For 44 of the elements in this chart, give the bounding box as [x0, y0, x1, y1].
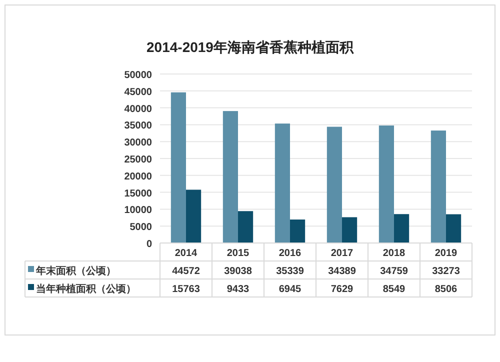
y-tick-label: 35000 [124, 120, 152, 132]
data-label: 34759 [380, 266, 408, 277]
y-tick-label: 40000 [124, 104, 152, 115]
data-label: 6945 [278, 284, 302, 295]
x-tick-label: 2014 [174, 248, 198, 259]
bar [274, 124, 290, 243]
bar [342, 217, 358, 243]
bar [290, 220, 306, 243]
y-tick-label: 15000 [124, 188, 152, 200]
y-tick-label: 5000 [130, 222, 152, 234]
bar [430, 130, 446, 243]
bar [394, 214, 410, 243]
data-label: 35339 [276, 266, 304, 277]
x-tick-label: 2015 [226, 248, 250, 259]
data-label: 8549 [382, 284, 406, 295]
data-label: 33273 [432, 266, 460, 277]
bar [378, 126, 394, 243]
data-label: 15763 [172, 284, 200, 295]
bar [238, 211, 254, 243]
data-label: 9433 [226, 284, 250, 295]
x-tick-label: 2019 [434, 248, 458, 259]
data-label: 34389 [328, 266, 356, 277]
bar [222, 111, 238, 243]
y-tick-label: 45000 [124, 86, 152, 98]
y-tick-label: 0 [146, 239, 152, 250]
data-label: 7629 [330, 284, 354, 295]
y-tick-label: 25000 [124, 154, 152, 166]
y-tick-label: 20000 [124, 171, 152, 182]
y-tick-label: 10000 [124, 205, 152, 216]
x-tick-label: 2018 [382, 248, 406, 259]
bar [186, 190, 202, 243]
data-label: 8506 [434, 284, 458, 295]
data-label: 39038 [224, 266, 252, 277]
x-tick-label: 2017 [330, 248, 354, 259]
legend-label: 当年种植面积（公顷） [36, 283, 136, 295]
data-label: 44572 [172, 266, 200, 277]
bar [446, 214, 462, 243]
legend-label: 年末面积（公顷） [35, 265, 116, 277]
x-tick-label: 2016 [278, 248, 302, 259]
bar [326, 126, 342, 243]
chart-title: 2014-2019年海南省香蕉种植面积 [146, 39, 354, 55]
bar [170, 92, 186, 243]
y-tick-label: 50000 [124, 70, 152, 81]
y-tick-label: 30000 [124, 138, 152, 149]
